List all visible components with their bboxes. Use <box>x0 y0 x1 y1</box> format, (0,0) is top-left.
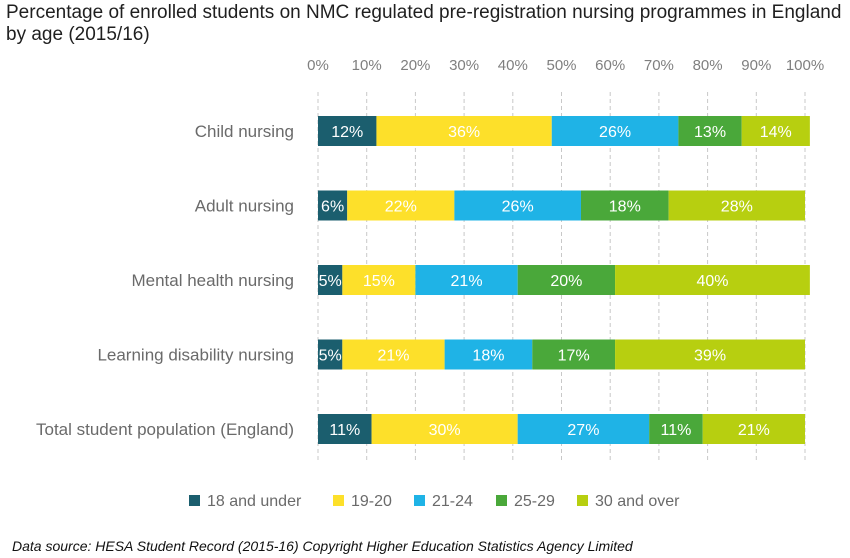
bar-value-label: 12% <box>331 124 363 141</box>
category-label: Child nursing <box>195 122 294 141</box>
chart-title: Percentage of enrolled students on NMC r… <box>6 2 842 45</box>
bar-segment <box>615 339 805 370</box>
bar-segment <box>580 190 669 221</box>
bar-segment <box>376 116 552 146</box>
bar-segment <box>371 414 518 444</box>
bar-segment <box>741 116 810 146</box>
x-tick-label: 60% <box>595 57 625 74</box>
bar-value-label: 28% <box>721 199 753 216</box>
bar-segment <box>668 190 805 221</box>
bar-segment <box>318 116 377 146</box>
category-label: Mental health nursing <box>131 271 294 290</box>
bar-segment <box>517 265 616 295</box>
bar-segment <box>318 414 372 444</box>
bar-segment <box>615 265 810 295</box>
bar-segment <box>415 265 518 295</box>
bars: 12% 36% 26% 13% 14% 6% 22% 26% 18% 28% 5% 15% 21% 20%… <box>318 116 810 444</box>
bar-value-label: 21% <box>377 348 409 365</box>
bar-value-label: 40% <box>696 273 728 290</box>
bar-segment <box>347 190 455 221</box>
bar-value-label: 21% <box>451 273 483 290</box>
x-tick-label: 50% <box>546 57 576 74</box>
bar-value-label: 26% <box>502 199 534 216</box>
bar-value-label: 18% <box>472 348 504 365</box>
x-tick-label: 30% <box>449 57 479 74</box>
bar-value-label: 30% <box>429 422 461 439</box>
category-label: Adult nursing <box>195 197 294 216</box>
x-tick-label: 20% <box>400 57 430 74</box>
x-axis-ticks: 0% 10% 20% 30% 40% 50% 60% 70% 80% 90% 100% <box>307 57 824 74</box>
bar-segment <box>454 190 581 221</box>
x-tick-label: 10% <box>352 57 382 74</box>
bar-value-label: 5% <box>319 273 342 290</box>
legend-swatch <box>496 495 507 506</box>
bar-segment <box>551 116 679 146</box>
data-source-note: Data source: HESA Student Record (2015-1… <box>12 538 633 554</box>
bar-segment <box>649 414 703 444</box>
bar-value-label: 15% <box>363 273 395 290</box>
legend-label: 25-29 <box>514 493 555 510</box>
bar-value-label: 36% <box>448 124 480 141</box>
bar-value-label: 39% <box>694 348 726 365</box>
bar-segment <box>532 339 616 370</box>
bar-value-label: 13% <box>694 124 726 141</box>
legend-swatch <box>333 495 344 506</box>
bar-value-label: 14% <box>760 124 792 141</box>
x-tick-label: 80% <box>693 57 723 74</box>
legend-label: 18 and under <box>207 493 302 510</box>
bar-value-label: 17% <box>558 348 590 365</box>
bar-segment <box>678 116 742 146</box>
bar-value-label: 11% <box>329 422 360 439</box>
bar-segment <box>444 339 533 370</box>
category-label: Total student population (England) <box>36 420 294 439</box>
x-tick-label: 70% <box>644 57 674 74</box>
legend-label: 30 and over <box>595 493 680 510</box>
legend-swatch <box>414 495 425 506</box>
bar-value-label: 27% <box>567 422 599 439</box>
x-tick-label: 40% <box>498 57 528 74</box>
bar-value-label: 6% <box>321 199 344 216</box>
legend-swatch <box>189 495 200 506</box>
bar-segment <box>318 265 343 295</box>
bar-segment <box>517 414 650 444</box>
bar-value-label: 22% <box>385 199 417 216</box>
legend: 18 and under 19-20 21-24 25-29 30 and over <box>189 493 680 510</box>
x-tick-label: 90% <box>741 57 771 74</box>
bar-segment <box>318 339 343 370</box>
x-tick-label: 100% <box>786 57 824 74</box>
bar-value-label: 21% <box>738 422 770 439</box>
bar-value-label: 26% <box>599 124 631 141</box>
category-labels: Child nursing Adult nursing Mental health … <box>36 122 294 439</box>
bar-segment <box>342 339 445 370</box>
legend-label: 19-20 <box>351 493 392 510</box>
bar-value-label: 11% <box>661 422 692 439</box>
bar-value-label: 18% <box>609 199 641 216</box>
legend-label: 21-24 <box>432 493 473 510</box>
bar-segment <box>342 265 416 295</box>
category-label: Learning disability nursing <box>97 346 294 365</box>
bar-value-label: 5% <box>319 348 342 365</box>
legend-swatch <box>577 495 588 506</box>
bar-segment <box>318 190 348 221</box>
bar-segment <box>702 414 805 444</box>
bar-value-label: 20% <box>550 273 582 290</box>
x-tick-label: 0% <box>307 57 329 74</box>
